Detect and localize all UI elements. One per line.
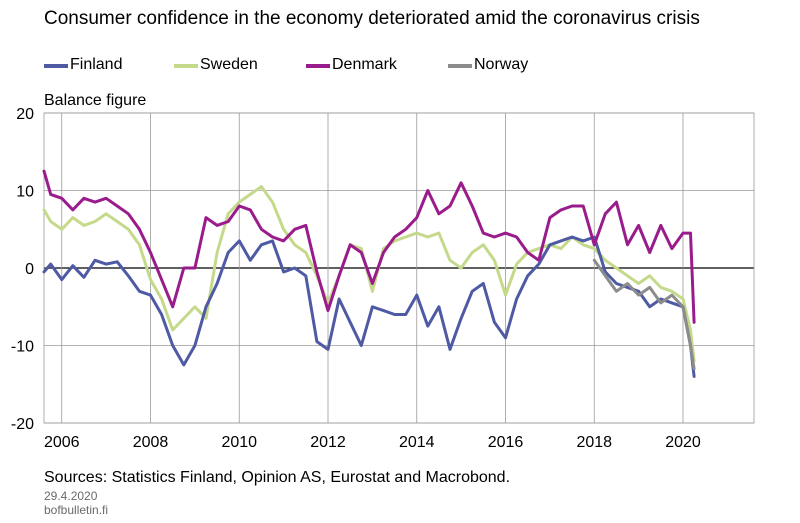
legend-label-denmark: Denmark (332, 56, 397, 73)
x-tick-label: 2010 (221, 434, 257, 451)
publication-date: 29.4.2020 (44, 489, 98, 503)
series-line-sweden (42, 185, 696, 363)
legend-label-finland: Finland (70, 56, 123, 73)
series-line-norway (592, 258, 696, 371)
x-tick-label: 2016 (488, 434, 524, 451)
plot-border (43, 112, 755, 424)
source-note: Sources: Statistics Finland, Opinion AS,… (44, 469, 511, 486)
y-tick-label: -20 (11, 416, 34, 433)
legend-swatch-denmark (306, 64, 330, 68)
y-axis-label: Balance figure (44, 92, 147, 109)
legend-swatch-norway (448, 64, 472, 68)
y-tick-label: -10 (11, 339, 34, 356)
legend-swatch-sweden (174, 64, 198, 68)
x-tick-label: 2018 (576, 434, 612, 451)
chart-title: Consumer confidence in the economy deter… (44, 8, 700, 29)
legend-label-norway: Norway (474, 56, 529, 73)
legend-swatch-finland (44, 64, 68, 68)
series-line-finland (42, 235, 696, 378)
series-line-denmark (42, 169, 696, 324)
x-tick-label: 2008 (133, 434, 169, 451)
x-tick-label: 2014 (399, 434, 435, 451)
site-credit: bofbulletin.fi (44, 503, 109, 517)
x-tick-label: 2012 (310, 434, 346, 451)
y-tick-label: 0 (25, 261, 34, 278)
x-tick-label: 2006 (44, 434, 80, 451)
y-tick-label: 20 (16, 106, 34, 123)
y-tick-label: 10 (16, 184, 34, 201)
legend-label-sweden: Sweden (200, 56, 258, 73)
x-tick-label: 2020 (665, 434, 701, 451)
